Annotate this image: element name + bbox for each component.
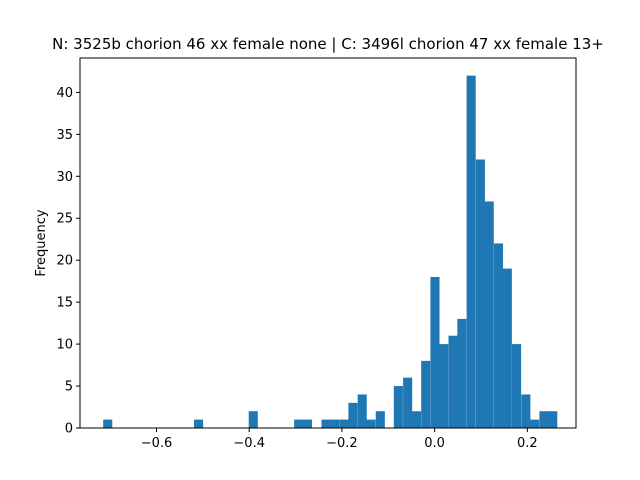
histogram-bar [103,419,113,428]
x-tick-label: 0.0 [424,436,445,451]
y-tick-label: 10 [56,338,73,353]
y-tick-label: 30 [56,170,73,185]
histogram-bar [493,243,504,428]
histogram-bar [421,360,431,428]
histogram-bar [330,419,340,428]
histogram-bar [411,411,421,428]
histogram-bar [439,344,449,428]
histogram-bar [294,419,304,428]
histogram-bar [302,419,313,428]
histogram-bar [321,419,331,428]
y-tick-label: 15 [56,296,73,311]
x-tick-label: −0.4 [233,436,265,451]
axes-frame [79,57,577,429]
y-tick-label: 0 [65,422,73,437]
histogram-bar [430,276,440,428]
histogram-bar [448,335,458,428]
bars-group [103,75,558,429]
x-tick-label: −0.6 [141,436,173,451]
histogram-bar [475,159,485,428]
histogram-bar [502,268,512,428]
histogram-bar [548,411,558,428]
x-tick-label: 0.2 [517,436,538,451]
histogram-bar [248,411,258,428]
histogram-bar [348,402,358,428]
y-tick-label: 20 [56,254,73,269]
y-tick-label: 35 [56,128,73,143]
histogram-bar [403,377,413,428]
histogram-bar [484,201,494,428]
x-axis-ticks: −0.6 −0.4 −0.2 0.0 0.2 [141,428,538,451]
histogram-bar [375,411,385,428]
x-tick-label: −0.2 [326,436,358,451]
y-tick-label: 40 [56,86,73,101]
y-axis-label: Frequency [34,209,49,276]
y-axis-ticks: 0 5 10 15 20 25 30 35 40 [56,86,80,437]
histogram-bar [466,75,476,429]
histogram-bar [521,394,531,428]
histogram-bar [357,394,367,428]
chart-title: N: 3525b chorion 46 xx female none | C: … [52,35,604,53]
histogram-bar [512,344,522,428]
histogram-bar [457,318,467,428]
y-tick-label: 25 [56,212,73,227]
histogram-bar [530,419,540,428]
y-tick-label: 5 [65,380,73,395]
histogram-bar [393,386,403,428]
histogram-bar [366,419,376,428]
histogram-bar [194,419,204,428]
histogram-bar [339,419,349,428]
histogram-bar [539,411,549,428]
